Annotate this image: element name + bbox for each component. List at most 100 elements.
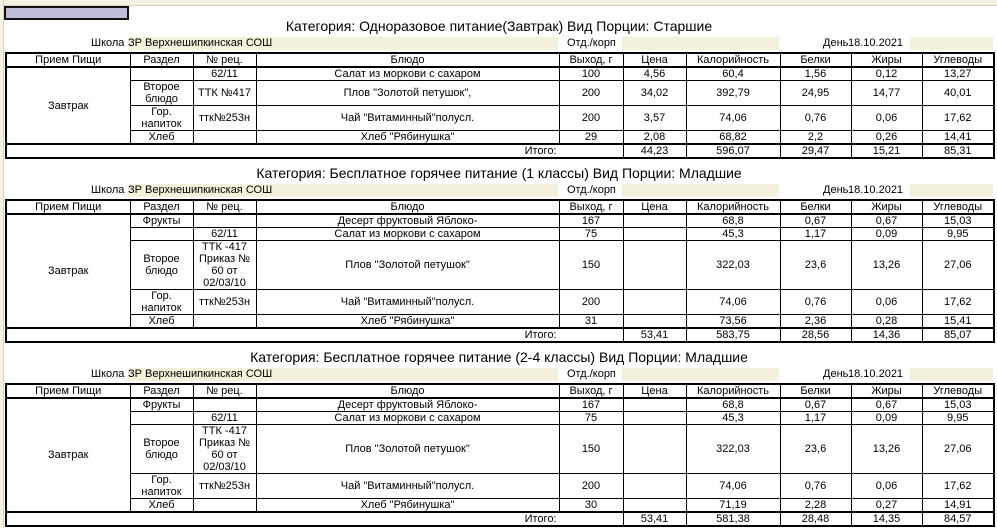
price-cell [622, 473, 687, 499]
column-header: Прием Пищи [5, 199, 131, 215]
price-cell [622, 424, 687, 474]
protein-cell: 23,6 [779, 424, 852, 474]
column-header: Цена [622, 199, 687, 215]
fat-cell: 0,09 [850, 227, 923, 241]
recipe-cell: ттк№253н [192, 473, 257, 499]
protein-cell: 2,28 [779, 498, 852, 513]
column-header: Белки [779, 52, 852, 68]
price-cell [622, 227, 687, 241]
recipe-cell [192, 130, 257, 145]
carbs-cell: 17,62 [921, 105, 995, 131]
protein-cell: 0,67 [779, 397, 852, 412]
section-cell: Хлеб [129, 498, 194, 513]
total-label: Итого: [5, 327, 624, 343]
fat-cell: 0,06 [850, 473, 923, 499]
price-cell [622, 240, 687, 290]
fat-cell: 0,26 [850, 130, 923, 145]
carbs-cell: 13,27 [921, 66, 995, 81]
section-cell [129, 227, 194, 241]
section-cell: Второе блюдо [129, 424, 194, 474]
school-label: Школа [91, 37, 125, 49]
school-field: ЗР Верхнешипкинская СОШ [128, 184, 558, 197]
header-field-box[interactable] [4, 6, 129, 20]
column-header: Калорийность [685, 52, 781, 68]
table-row: Хлеб Хлеб "Рябинушка" 29 2,08 68,82 2,2 0,26 14… [6, 130, 995, 145]
column-header: Белки [779, 199, 852, 215]
table-row: Завтрак Фрукты Десерт фруктовый Яблоко- 167… [5, 213, 995, 329]
protein-cell: 1,56 [779, 66, 852, 81]
column-header: Раздел [129, 383, 194, 399]
kcal-cell: 73,56 [685, 314, 781, 329]
total-price: 44,23 [622, 143, 687, 159]
kcal-cell: 60,4 [685, 66, 781, 81]
school-row: Школа ЗР Верхнешипкинская СОШ Отд./корп … [5, 37, 993, 50]
price-cell [622, 498, 687, 513]
school-label: Школа [91, 184, 125, 196]
section-cell [129, 66, 194, 81]
column-header: Прием Пищи [5, 383, 131, 399]
school-label: Школа [91, 368, 125, 380]
protein-cell: 1,17 [779, 411, 852, 425]
fat-cell: 0,09 [850, 411, 923, 425]
table-row: Завтрак Фрукты Десерт фруктовый Яблоко- 167… [5, 397, 995, 513]
total-protein: 29,47 [779, 143, 852, 159]
protein-cell: 23,6 [779, 240, 852, 290]
dept-label: Отд./корп [567, 368, 616, 380]
column-header: Раздел [129, 52, 194, 68]
table-row: Гор. напиток ттк№253н Чай "Витаминный"полу… [6, 473, 995, 499]
column-header: Прием Пищи [5, 52, 131, 68]
recipe-cell [192, 213, 257, 228]
date-field-fill [910, 368, 993, 381]
total-carbs: 85,31 [921, 143, 995, 159]
recipe-cell: 62/11 [192, 66, 257, 81]
column-header: Цена [622, 52, 687, 68]
carbs-cell: 15,41 [921, 314, 995, 329]
recipe-cell: 62/11 [192, 227, 257, 241]
total-kcal: 583,75 [685, 327, 781, 343]
price-cell [622, 411, 687, 425]
column-header: Блюдо [255, 199, 560, 215]
price-cell [622, 397, 687, 412]
yield-cell: 167 [558, 397, 624, 412]
protein-cell: 0,76 [779, 105, 852, 131]
dish-cell: Десерт фруктовый Яблоко- [255, 213, 560, 228]
table-row: Гор. напиток ттк№253н Чай "Витаминный"полу… [6, 289, 995, 315]
table-row: Хлеб Хлеб "Рябинушка" 31 73,56 2,36 0,28 15,41 [6, 314, 995, 329]
total-row: Итого: 53,41 583,75 28,56 14,36 85,07 [5, 327, 995, 343]
day-label: День [823, 184, 849, 196]
fat-cell: 0,27 [850, 498, 923, 513]
carbs-cell: 9,95 [921, 411, 995, 425]
fat-cell: 0,67 [850, 213, 923, 228]
total-fat: 15,21 [850, 143, 923, 159]
fat-cell: 0,06 [850, 105, 923, 131]
carbs-cell: 15,03 [921, 397, 995, 412]
table-header: Прием Пищи Раздел № рец. Блюдо Выход, г Цена К… [5, 199, 995, 215]
section-cell: Фрукты [129, 397, 194, 412]
section-title: Категория: Одноразовое питание(Завтрак) … [285, 18, 713, 34]
total-protein: 28,56 [779, 327, 852, 343]
fat-cell: 0,12 [850, 66, 923, 81]
dish-cell: Салат из моркови с сахаром [255, 227, 560, 241]
section-cell: Гор. напиток [129, 473, 194, 499]
total-protein: 28,48 [779, 511, 852, 527]
column-header: Калорийность [685, 383, 781, 399]
column-header: Выход, г [558, 383, 624, 399]
protein-cell: 0,76 [779, 473, 852, 499]
recipe-cell: 62/11 [192, 411, 257, 425]
table-row: Завтрак 62/11 Салат из моркови с сахаром 10… [5, 66, 995, 145]
protein-cell: 0,67 [779, 213, 852, 228]
total-price: 53,41 [622, 327, 687, 343]
table-row: Хлеб Хлеб "Рябинушка" 30 71,19 2,28 0,27 14,91 [6, 498, 995, 513]
carbs-cell: 17,62 [921, 289, 995, 315]
carbs-cell: 27,06 [921, 424, 995, 474]
table-row: Второе блюдо ТТК -417 Приказ № 60 от 02/0… [6, 240, 995, 290]
nutrition-table: Прием Пищи Раздел № рец. Блюдо Выход, г Цена К… [5, 383, 995, 527]
table-row: Второе блюдо ТТК №417 Плов "Золотой петушо… [6, 80, 995, 106]
column-header: Калорийность [685, 199, 781, 215]
kcal-cell: 68,8 [685, 213, 781, 228]
kcal-cell: 45,3 [685, 227, 781, 241]
dish-cell: Чай "Витаминный"полусл. [255, 473, 560, 499]
kcal-cell: 74,06 [685, 289, 781, 315]
meal-cell: Завтрак [5, 66, 131, 145]
fat-cell: 13,26 [850, 240, 923, 290]
